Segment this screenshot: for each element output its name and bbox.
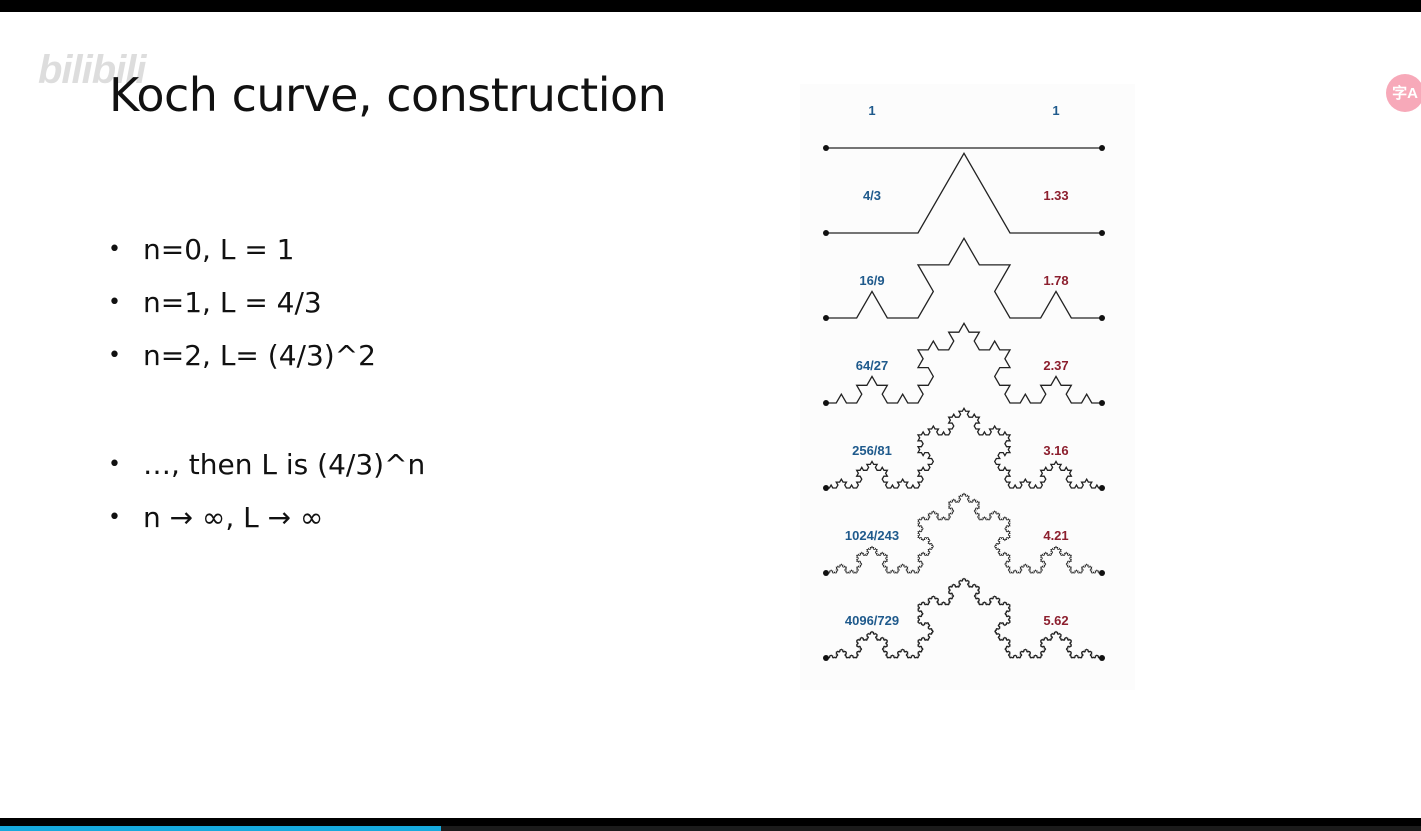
curve-start-dot xyxy=(823,145,829,151)
subtitle-icon[interactable]: 字A xyxy=(1386,74,1421,112)
length-decimal-label: 1.33 xyxy=(1043,188,1068,203)
length-fraction-label: 4/3 xyxy=(863,188,881,203)
curve-end-dot xyxy=(1099,230,1105,236)
bullet-item: • …, then L is (4/3)^n xyxy=(108,445,425,485)
bullet-dot-icon: • xyxy=(108,237,121,262)
length-decimal-label: 3.16 xyxy=(1043,443,1068,458)
length-fraction-label: 256/81 xyxy=(852,443,892,458)
bilibili-logo: bilibili xyxy=(38,47,147,92)
bullet-dot-icon: • xyxy=(108,505,121,530)
bullet-text: n=1, L = 4/3 xyxy=(143,286,322,319)
video-progress-bar[interactable] xyxy=(0,826,1421,831)
curve-end-dot xyxy=(1099,145,1105,151)
curve-end-dot xyxy=(1099,655,1105,661)
length-fraction-label: 16/9 xyxy=(859,273,884,288)
slide: bilibili Koch curve, construction • n=0, … xyxy=(0,12,1421,818)
curve-end-dot xyxy=(1099,400,1105,406)
koch-curve-level-3 xyxy=(826,322,1102,404)
length-decimal-label: 1 xyxy=(1052,103,1059,118)
curve-start-dot xyxy=(823,570,829,576)
koch-curve-figure: 1 1 4/3 1.33 16/9 1.78 64/27 2.37 256/81 3.16 1024… xyxy=(800,84,1135,690)
length-decimal-label: 5.62 xyxy=(1043,613,1068,628)
curve-start-dot xyxy=(823,315,829,321)
length-fraction-label: 4096/729 xyxy=(845,613,899,628)
bullet-item: • n=2, L= (4/3)^2 xyxy=(108,336,376,376)
curve-end-dot xyxy=(1099,315,1105,321)
length-fraction-label: 1 xyxy=(868,103,875,118)
watermark: bilibili xyxy=(24,47,147,92)
length-decimal-label: 4.21 xyxy=(1043,528,1068,543)
koch-curve-level-4 xyxy=(826,407,1102,489)
video-progress-fill xyxy=(0,826,441,831)
curve-start-dot xyxy=(823,400,829,406)
bullet-dot-icon: • xyxy=(108,290,121,315)
length-decimal-label: 2.37 xyxy=(1043,358,1068,373)
length-decimal-label: 1.78 xyxy=(1043,273,1068,288)
bullet-item: • n=0, L = 1 xyxy=(108,230,295,270)
curve-start-dot xyxy=(823,230,829,236)
bullet-item: • n=1, L = 4/3 xyxy=(108,283,322,323)
bullet-dot-icon: • xyxy=(108,452,121,477)
bullet-item: • n → ∞, L → ∞ xyxy=(108,498,323,538)
koch-curve-level-6 xyxy=(826,577,1102,659)
length-fraction-label: 1024/243 xyxy=(845,528,899,543)
curve-start-dot xyxy=(823,485,829,491)
slide-title: Koch curve, construction xyxy=(109,68,667,122)
koch-curve-svg: 1 1 4/3 1.33 16/9 1.78 64/27 2.37 256/81 3.16 1024… xyxy=(823,103,1105,661)
koch-curve-level-5 xyxy=(826,492,1102,574)
bullet-dot-icon: • xyxy=(108,343,121,368)
curve-end-dot xyxy=(1099,570,1105,576)
bullet-text: n=0, L = 1 xyxy=(143,233,295,266)
koch-curve-level-1 xyxy=(826,152,1102,234)
bullet-text: …, then L is (4/3)^n xyxy=(143,448,426,481)
curve-start-dot xyxy=(823,655,829,661)
curve-end-dot xyxy=(1099,485,1105,491)
koch-curve-level-2 xyxy=(826,237,1102,319)
length-fraction-label: 64/27 xyxy=(856,358,889,373)
bullet-text: n → ∞, L → ∞ xyxy=(143,501,324,534)
bullet-text: n=2, L= (4/3)^2 xyxy=(143,339,376,372)
